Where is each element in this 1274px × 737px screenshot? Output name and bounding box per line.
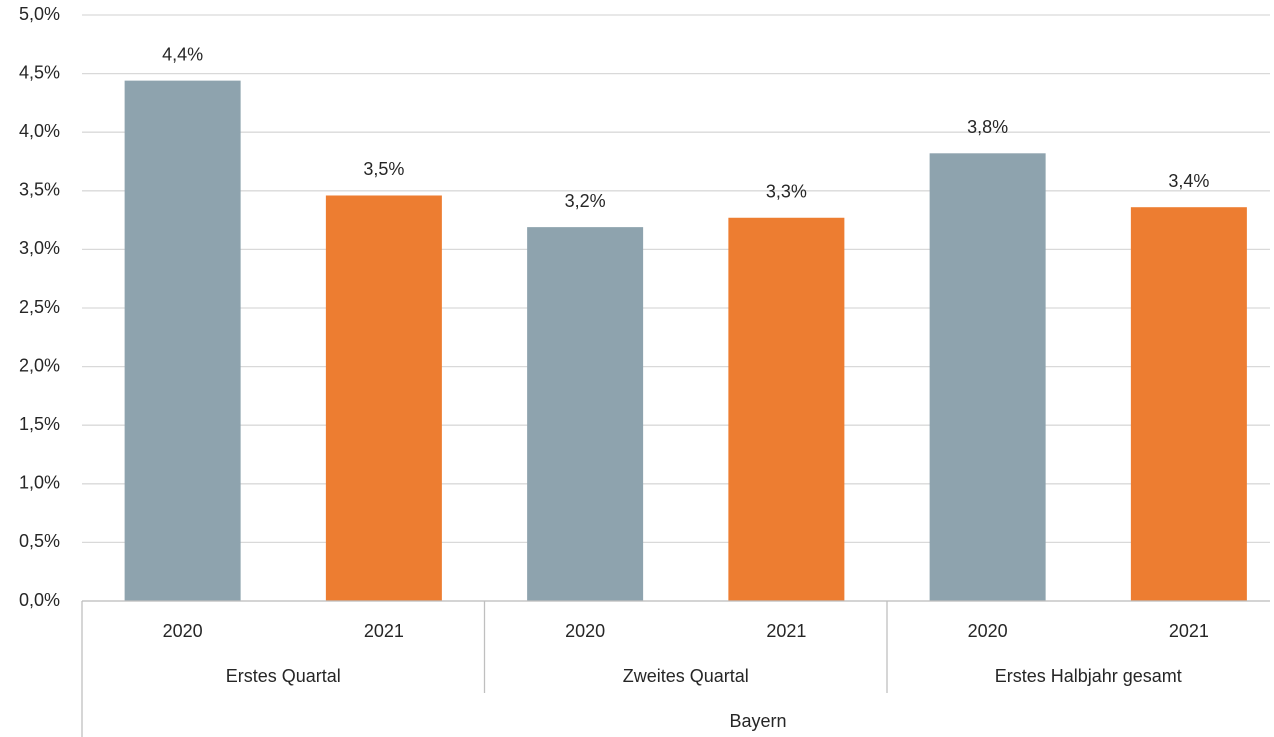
x-tick-label: 2021 xyxy=(766,621,806,641)
x-tick-label: 2020 xyxy=(968,621,1008,641)
data-label: 3,2% xyxy=(565,191,606,211)
x-tick-label: 2020 xyxy=(163,621,203,641)
group-label: Erstes Quartal xyxy=(226,666,341,686)
bar xyxy=(929,153,1046,601)
y-tick-label: 5,0% xyxy=(19,4,60,24)
group-label: Erstes Halbjahr gesamt xyxy=(995,666,1182,686)
y-tick-label: 1,0% xyxy=(19,473,60,493)
y-tick-label: 0,0% xyxy=(19,590,60,610)
y-tick-label: 2,5% xyxy=(19,297,60,317)
x-tick-label: 2021 xyxy=(364,621,404,641)
data-label: 3,4% xyxy=(1168,171,1209,191)
y-tick-label: 3,0% xyxy=(19,238,60,258)
x-tick-label: 2020 xyxy=(565,621,605,641)
group-label: Zweites Quartal xyxy=(623,666,749,686)
data-label: 4,4% xyxy=(162,44,203,64)
y-tick-label: 2,0% xyxy=(19,355,60,375)
y-tick-label: 4,5% xyxy=(19,62,60,82)
x-tick-label: 2021 xyxy=(1169,621,1209,641)
bar xyxy=(527,227,644,601)
bar xyxy=(325,195,442,601)
data-label: 3,8% xyxy=(967,117,1008,137)
super-category-label: Bayern xyxy=(729,711,786,731)
y-tick-label: 4,0% xyxy=(19,121,60,141)
y-tick-label: 1,5% xyxy=(19,414,60,434)
y-tick-label: 0,5% xyxy=(19,531,60,551)
data-label: 3,5% xyxy=(363,159,404,179)
bar xyxy=(1130,207,1247,601)
bar xyxy=(124,80,241,601)
y-tick-label: 3,5% xyxy=(19,180,60,200)
bar xyxy=(728,217,845,602)
data-label: 3,3% xyxy=(766,182,807,202)
